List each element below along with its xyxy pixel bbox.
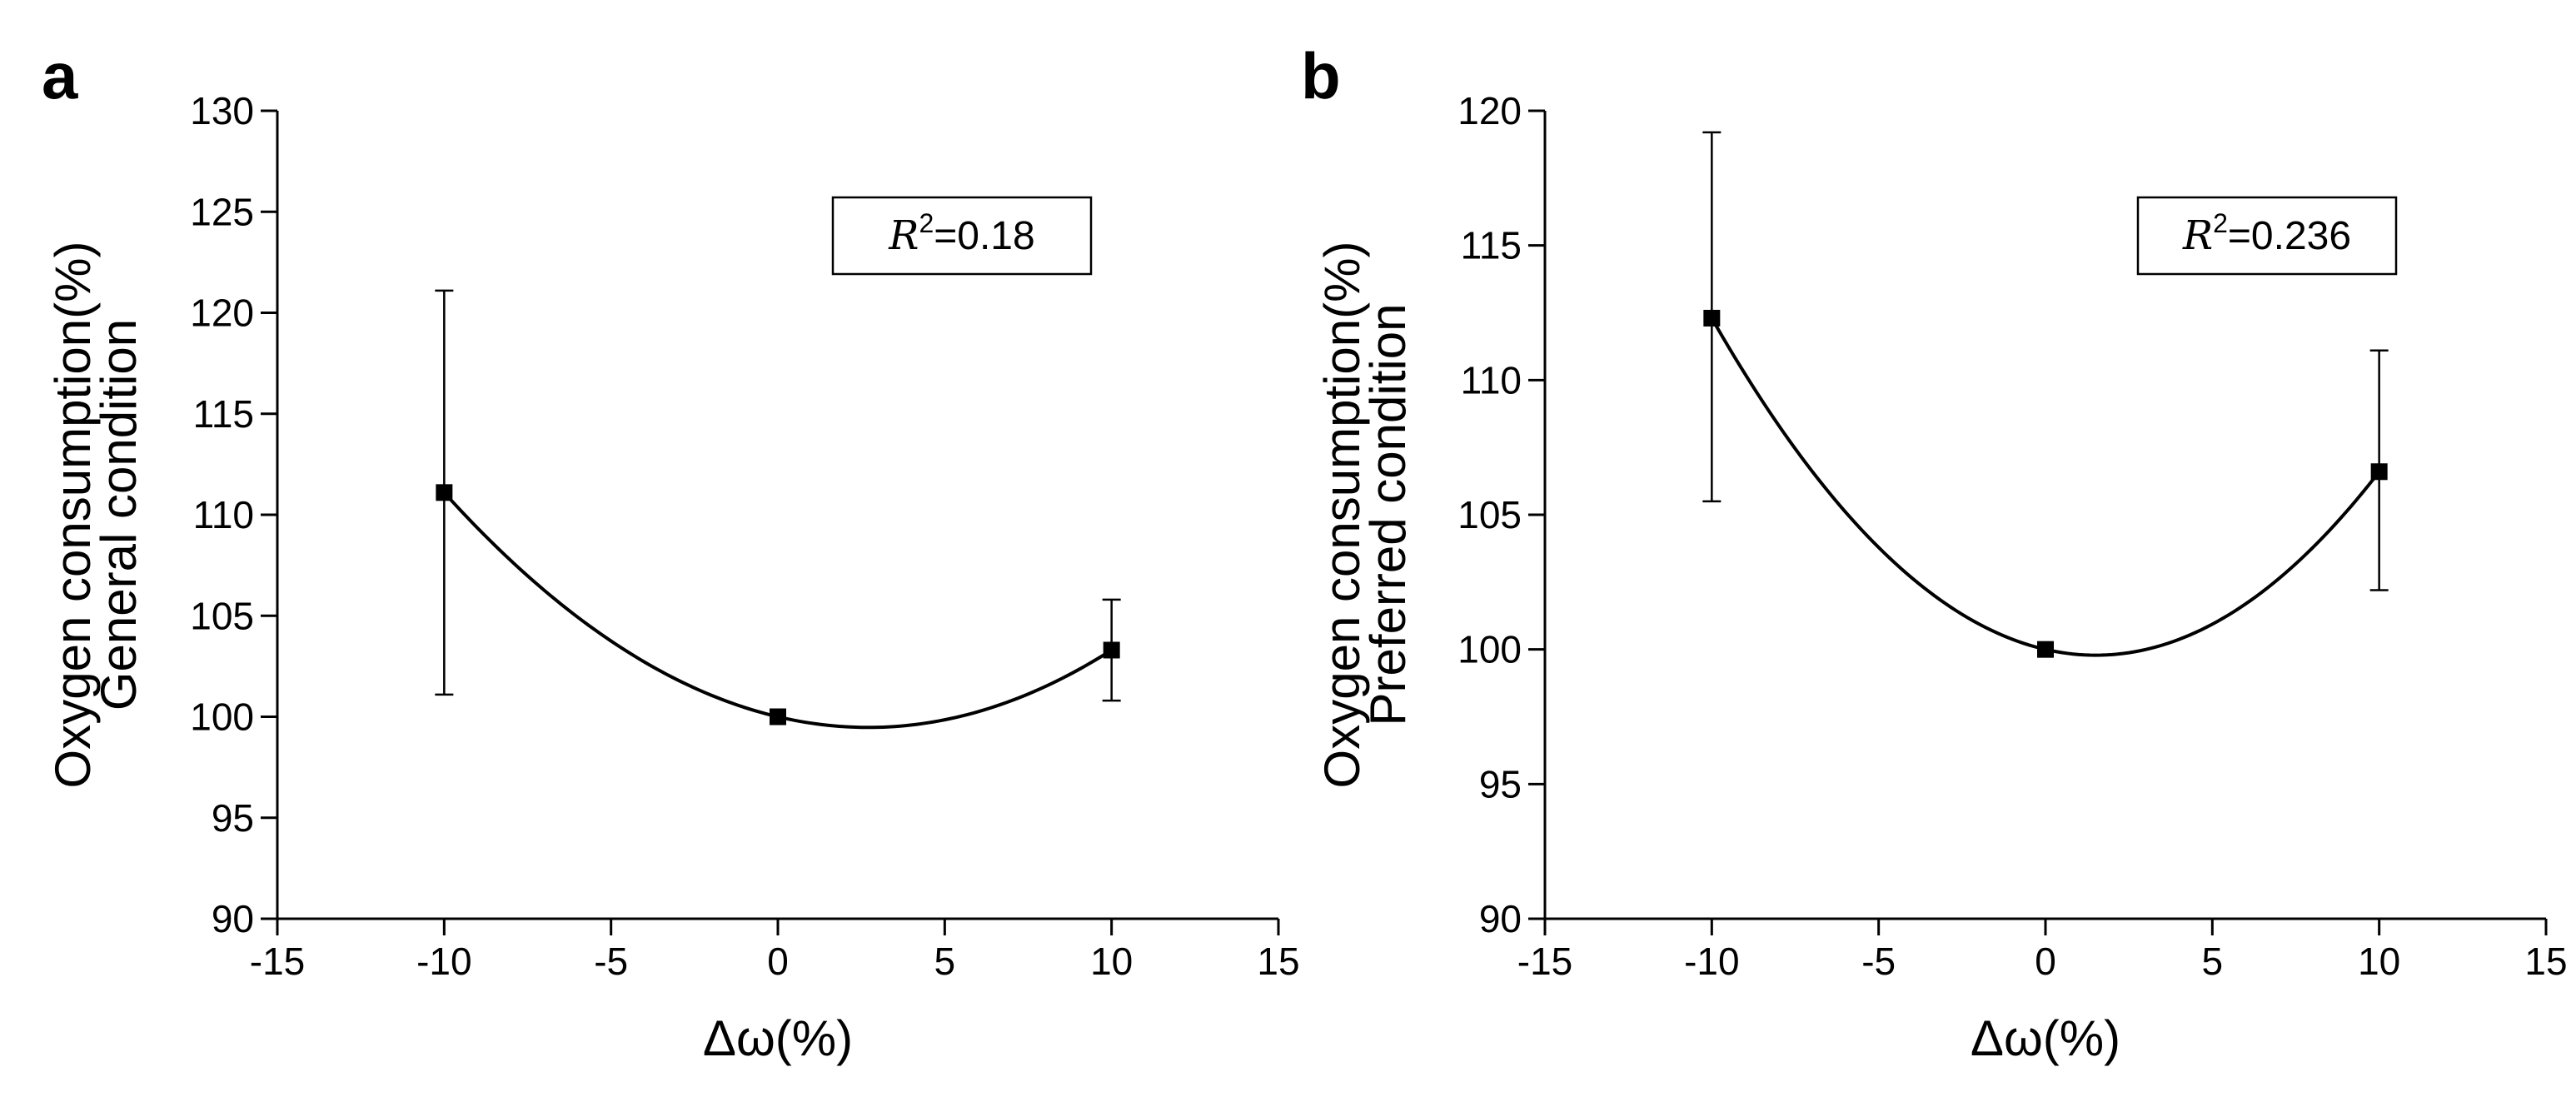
y-tick-label: 115 — [193, 392, 254, 436]
r-squared-exponent: 2 — [2213, 208, 2228, 238]
y-tick-label: 95 — [1479, 762, 1522, 805]
fit-curve — [1710, 317, 2381, 657]
panel-label: b — [1301, 39, 1341, 112]
chart-panel-b: b 90 95 100 105 110 115 120 -15 -10 -5 0 5 10 15 Δω(%) O… — [1301, 39, 2568, 1066]
r-squared-variable: R — [888, 212, 919, 259]
x-tick-label: -15 — [1517, 940, 1572, 983]
r-squared-value: =0.18 — [934, 214, 1034, 258]
x-tick-label: -10 — [416, 940, 471, 983]
x-tick-label: 10 — [1090, 940, 1133, 983]
x-axis-title: Δω(%) — [1971, 1010, 2120, 1066]
y-axis-title-line-2: Preferred condition — [1360, 304, 1416, 726]
x-tick-label: -5 — [594, 940, 628, 983]
y-tick-label: 105 — [1457, 493, 1522, 536]
panel-label: a — [42, 39, 78, 112]
data-point-marker — [2037, 641, 2054, 658]
y-axis-title-line-2: General condition — [91, 319, 147, 711]
y-tick-label: 115 — [1461, 224, 1522, 267]
x-tick-label: -5 — [1861, 940, 1896, 983]
data-point-marker — [436, 484, 453, 501]
y-tick-label: 100 — [190, 696, 254, 739]
y-tick-label: 105 — [190, 594, 254, 637]
r-squared-variable: R — [2182, 212, 2213, 259]
r-squared-label: R2=0.236 — [2182, 208, 2351, 259]
x-tick-label: 10 — [2358, 940, 2400, 983]
y-tick-label: 130 — [190, 89, 254, 132]
y-tick-label: 125 — [190, 190, 254, 233]
x-tick-label: -10 — [1684, 940, 1739, 983]
x-tick-label: 15 — [2524, 940, 2567, 983]
x-tick-label: 0 — [2035, 940, 2056, 983]
r-squared-exponent: 2 — [919, 208, 934, 238]
r-squared-label: R2=0.18 — [888, 208, 1034, 259]
y-tick-label: 90 — [1479, 897, 1522, 940]
x-tick-label: 5 — [2202, 940, 2224, 983]
y-axis-title-line-1: Oxygen consumption(%) — [45, 242, 101, 789]
x-tick-label: 5 — [934, 940, 956, 983]
y-axis-title-line-1: Oxygen consumption(%) — [1314, 242, 1370, 789]
r-squared-box — [2136, 196, 2398, 276]
x-tick-label: 0 — [767, 940, 789, 983]
chart-panel-a: a 90 95 100 105 110 115 120 125 130 -15 -10 -5 0 5 10 15… — [42, 39, 1300, 1066]
y-tick-label: 100 — [1457, 628, 1522, 671]
data-point-marker — [1103, 641, 1120, 659]
y-tick-label: 110 — [193, 493, 254, 536]
data-point-marker — [1703, 309, 1721, 327]
y-tick-label: 120 — [190, 292, 254, 335]
fit-curve — [442, 491, 1113, 730]
y-tick-label: 110 — [1461, 358, 1522, 401]
y-tick-label: 120 — [1457, 89, 1522, 132]
r-squared-box — [831, 196, 1093, 276]
x-axis-title: Δω(%) — [703, 1010, 853, 1066]
data-point-marker — [770, 708, 786, 726]
x-tick-label: 15 — [1257, 940, 1299, 983]
r-squared-value: =0.236 — [2228, 214, 2351, 258]
y-tick-label: 95 — [212, 796, 254, 840]
x-tick-label: -15 — [250, 940, 305, 983]
y-tick-label: 90 — [212, 897, 254, 940]
data-point-marker — [2370, 463, 2388, 481]
